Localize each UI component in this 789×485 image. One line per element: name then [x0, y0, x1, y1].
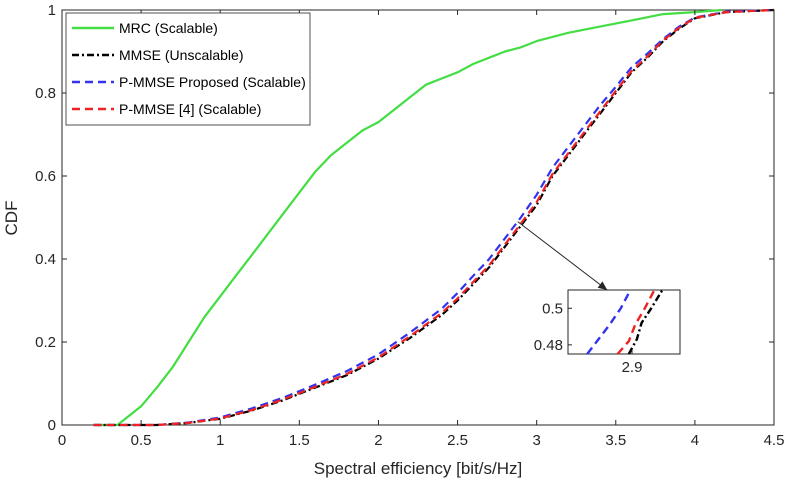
- x-tick-label: 4.5: [764, 432, 785, 449]
- y-tick-label: 0.2: [35, 334, 56, 351]
- series-line-p-mmse-proposed-scalable: [93, 8, 775, 427]
- legend-box: [65, 12, 311, 126]
- legend-label-pmmse-proposed: P-MMSE Proposed (Scalable): [119, 74, 306, 90]
- zoom-arrow-line: [517, 221, 608, 291]
- legend-label-mmse: MMSE (Unscalable): [119, 47, 243, 63]
- series-line-p-mmse-4-scalable: [93, 8, 775, 427]
- x-tick-label: 3.5: [605, 432, 626, 449]
- zoom-arrow: [517, 221, 608, 291]
- inset-x-tick-label: 2.9: [622, 359, 643, 376]
- y-axis-ticks: 0 0.2 0.4 0.6 0.8 1: [35, 2, 774, 434]
- x-tick-label: 3: [532, 432, 540, 449]
- series-line-mrc-scalable: [96, 8, 722, 427]
- legend: MRC (Scalable) MMSE (Unscalable) P-MMSE …: [65, 12, 311, 126]
- y-tick-label: 0: [48, 417, 56, 434]
- x-tick-label: 2: [374, 432, 382, 449]
- inset-ticks: 2.9 0.48 0.5: [534, 300, 643, 376]
- y-tick-label: 0.4: [35, 251, 56, 268]
- x-tick-label: 1.5: [289, 432, 310, 449]
- x-tick-label: 4: [691, 432, 699, 449]
- x-axis-ticks: 0 0.5 1 1.5 2 2.5 3 3.5 4 4.5: [58, 10, 785, 449]
- inset-line-mmse-unscalable: [627, 289, 664, 355]
- x-tick-label: 0.5: [131, 432, 152, 449]
- x-tick-label: 0: [58, 432, 66, 449]
- y-tick-label: 0.6: [35, 168, 56, 185]
- legend-entry-mrc: MRC (Scalable): [72, 20, 218, 36]
- legend-entry-mmse: MMSE (Unscalable): [72, 47, 243, 63]
- inset-y-tick-label: 0.5: [542, 300, 563, 317]
- zoom-inset: 2.9 0.48 0.5: [534, 289, 681, 376]
- inset-frame: [567, 289, 681, 355]
- inset-y-tick-label: 0.48: [534, 337, 563, 354]
- legend-label-mrc: MRC (Scalable): [119, 20, 218, 36]
- x-tick-label: 1: [216, 432, 224, 449]
- series-group: [93, 8, 775, 427]
- legend-label-pmmse-ref: P-MMSE [4] (Scalable): [119, 101, 261, 117]
- x-tick-label: 2.5: [447, 432, 468, 449]
- inset-lines: [586, 289, 664, 355]
- legend-entry-pmmse-ref: P-MMSE [4] (Scalable): [72, 101, 261, 117]
- y-tick-label: 1: [48, 2, 56, 19]
- x-axis-label: Spectral efficiency [bit/s/Hz]: [314, 459, 523, 478]
- y-axis-label: CDF: [2, 201, 21, 236]
- zoom-arrow-head: [597, 281, 608, 290]
- y-tick-label: 0.8: [35, 85, 56, 102]
- legend-entry-pmmse-proposed: P-MMSE Proposed (Scalable): [72, 74, 306, 90]
